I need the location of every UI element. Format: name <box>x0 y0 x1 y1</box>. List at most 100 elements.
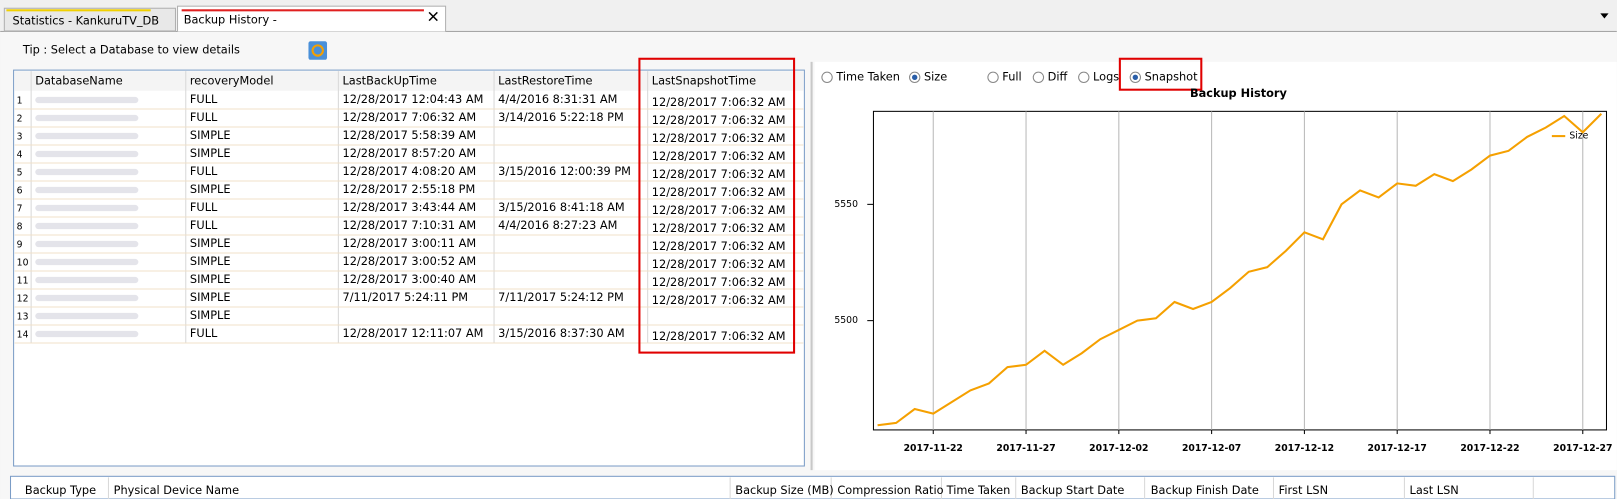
cell[interactable]: 12/28/2017 7:06:32 AM <box>652 293 786 307</box>
cell[interactable]: 3/15/2016 12:00:39 PM <box>498 164 631 178</box>
x-tick-label: 2017-12-02 <box>1089 443 1148 454</box>
radio-label[interactable]: Time Taken <box>835 69 900 83</box>
cell[interactable]: 3/15/2016 8:37:30 AM <box>498 326 624 340</box>
row-number: 9 <box>17 240 23 251</box>
cell[interactable]: SIMPLE <box>190 146 231 160</box>
cell[interactable]: 3/15/2016 8:41:18 AM <box>498 200 624 214</box>
cell[interactable]: 12/28/2017 7:06:32 AM <box>652 95 786 109</box>
cell[interactable]: 12/28/2017 7:06:32 AM <box>652 203 786 217</box>
cell[interactable]: 7/11/2017 5:24:12 PM <box>498 290 624 304</box>
column-header[interactable]: Last LSN <box>1410 483 1459 497</box>
tab-marker <box>6 9 151 12</box>
dropdown-arrow[interactable] <box>1600 13 1609 19</box>
radio-button[interactable] <box>821 71 833 83</box>
blurred-name <box>35 186 139 194</box>
blurred-name <box>35 312 139 320</box>
radio-button[interactable] <box>987 71 999 83</box>
column-header[interactable]: LastRestoreTime <box>498 73 592 87</box>
column-header[interactable]: Backup Size (MB) <box>735 483 833 497</box>
cell[interactable]: FULL <box>190 92 218 106</box>
column-header[interactable]: Backup Finish Date <box>1151 483 1259 497</box>
cell[interactable]: 12/28/2017 3:00:52 AM <box>342 254 476 268</box>
radio-label[interactable]: Logs <box>1093 69 1119 83</box>
blurred-name <box>35 276 139 284</box>
cell[interactable]: 12/28/2017 7:06:32 AM <box>652 239 786 253</box>
cell[interactable]: 12/28/2017 7:06:32 AM <box>652 113 786 127</box>
cell[interactable]: 12/28/2017 7:06:32 AM <box>652 149 786 163</box>
tab-label[interactable]: Statistics - KankuruTV_DB <box>13 14 159 28</box>
column-header[interactable]: Backup Type <box>25 483 96 497</box>
radio-button[interactable] <box>1078 71 1090 83</box>
row-number: 4 <box>17 150 23 161</box>
radio-label[interactable]: Full <box>1002 69 1021 83</box>
blurred-name <box>35 294 139 302</box>
chart: 2017-11-22 2017-11-27 2017-12-02 2017-12-07… <box>834 110 1612 454</box>
cell[interactable]: 12/28/2017 7:06:32 AM <box>652 275 786 289</box>
cell[interactable]: SIMPLE <box>190 290 231 304</box>
cell[interactable]: FULL <box>190 200 218 214</box>
cell[interactable]: 4/4/2016 8:31:31 AM <box>498 92 617 106</box>
blurred-name <box>35 168 139 176</box>
radio-label[interactable]: Size <box>924 69 947 83</box>
y-tick-label: 5550 <box>834 199 858 210</box>
cell[interactable]: 4/4/2016 8:27:23 AM <box>498 218 617 232</box>
cell[interactable]: 12/28/2017 5:58:39 AM <box>342 128 476 142</box>
cell[interactable]: SIMPLE <box>190 236 231 250</box>
cell[interactable]: FULL <box>190 164 218 178</box>
cell[interactable]: 12/28/2017 12:04:43 AM <box>342 92 483 106</box>
cell[interactable]: SIMPLE <box>190 254 231 268</box>
x-tick-label: 2017-12-22 <box>1460 443 1519 454</box>
cell[interactable]: 12/28/2017 3:43:44 AM <box>342 200 476 214</box>
cell[interactable]: 12/28/2017 8:57:20 AM <box>342 146 476 160</box>
cell[interactable]: FULL <box>190 326 218 340</box>
cell[interactable]: 12/28/2017 12:11:07 AM <box>342 326 483 340</box>
highlight-box <box>638 57 796 354</box>
cell[interactable]: 12/28/2017 3:00:11 AM <box>342 236 476 250</box>
cell[interactable]: 3/14/2016 5:22:18 PM <box>498 110 624 124</box>
radio-label[interactable]: Snapshot <box>1145 69 1199 83</box>
cell[interactable]: 12/28/2017 7:06:32 AM <box>342 110 476 124</box>
column-header[interactable]: LastSnapshotTime <box>652 73 756 87</box>
cell[interactable]: 12/28/2017 4:08:20 AM <box>342 164 476 178</box>
cell[interactable]: FULL <box>190 218 218 232</box>
cell[interactable]: SIMPLE <box>190 128 231 142</box>
cell[interactable]: SIMPLE <box>190 308 231 322</box>
refresh-button[interactable] <box>308 41 328 60</box>
cell[interactable]: 7/11/2017 5:24:11 PM <box>342 290 468 304</box>
grid-header <box>14 71 804 91</box>
cell[interactable]: 12/28/2017 7:06:32 AM <box>652 185 786 199</box>
radio-dot <box>912 74 918 81</box>
cell[interactable]: SIMPLE <box>190 272 231 286</box>
column-header[interactable]: Compression Ratio <box>837 483 943 497</box>
grid-body: DatabaseName recoveryModel LastBackUpTime L… <box>14 71 804 344</box>
column-header[interactable]: recoveryModel <box>190 73 274 87</box>
tab-label[interactable]: Backup History - <box>184 13 277 27</box>
radio-button[interactable] <box>1032 71 1045 83</box>
column-header[interactable]: Time Taken <box>946 483 1011 497</box>
cell[interactable]: 12/28/2017 7:06:32 AM <box>652 257 786 271</box>
cell[interactable]: FULL <box>190 110 218 124</box>
cell[interactable]: 12/28/2017 7:06:32 AM <box>652 131 786 145</box>
close-button[interactable] <box>428 11 438 22</box>
tab-strip-line <box>0 30 1617 32</box>
blurred-name <box>35 258 139 266</box>
cell[interactable]: 12/28/2017 3:00:40 AM <box>342 272 476 286</box>
column-header[interactable]: LastBackUpTime <box>342 73 436 87</box>
column-header[interactable]: Physical Device Name <box>114 483 239 497</box>
refresh-icon <box>311 44 324 57</box>
tip: Tip : Select a Database to view details <box>22 43 240 57</box>
column-header[interactable]: First LSN <box>1279 483 1328 497</box>
cell[interactable]: 12/28/2017 7:06:32 AM <box>652 167 786 181</box>
column-header[interactable]: DatabaseName <box>35 73 123 87</box>
blurred-name <box>35 204 139 212</box>
radio-label[interactable]: Diff <box>1048 69 1069 83</box>
tab[interactable] <box>3 7 176 32</box>
x-tick-label: 2017-12-07 <box>1182 443 1241 454</box>
column-header[interactable]: Backup Start Date <box>1021 483 1125 497</box>
cell[interactable]: 12/28/2017 7:10:31 AM <box>342 218 476 232</box>
cell[interactable]: 12/28/2017 7:06:32 AM <box>652 221 786 235</box>
cell[interactable]: SIMPLE <box>190 182 231 196</box>
cell[interactable]: 12/28/2017 2:55:18 PM <box>342 182 475 196</box>
cell[interactable]: 12/28/2017 7:06:32 AM <box>652 329 786 343</box>
